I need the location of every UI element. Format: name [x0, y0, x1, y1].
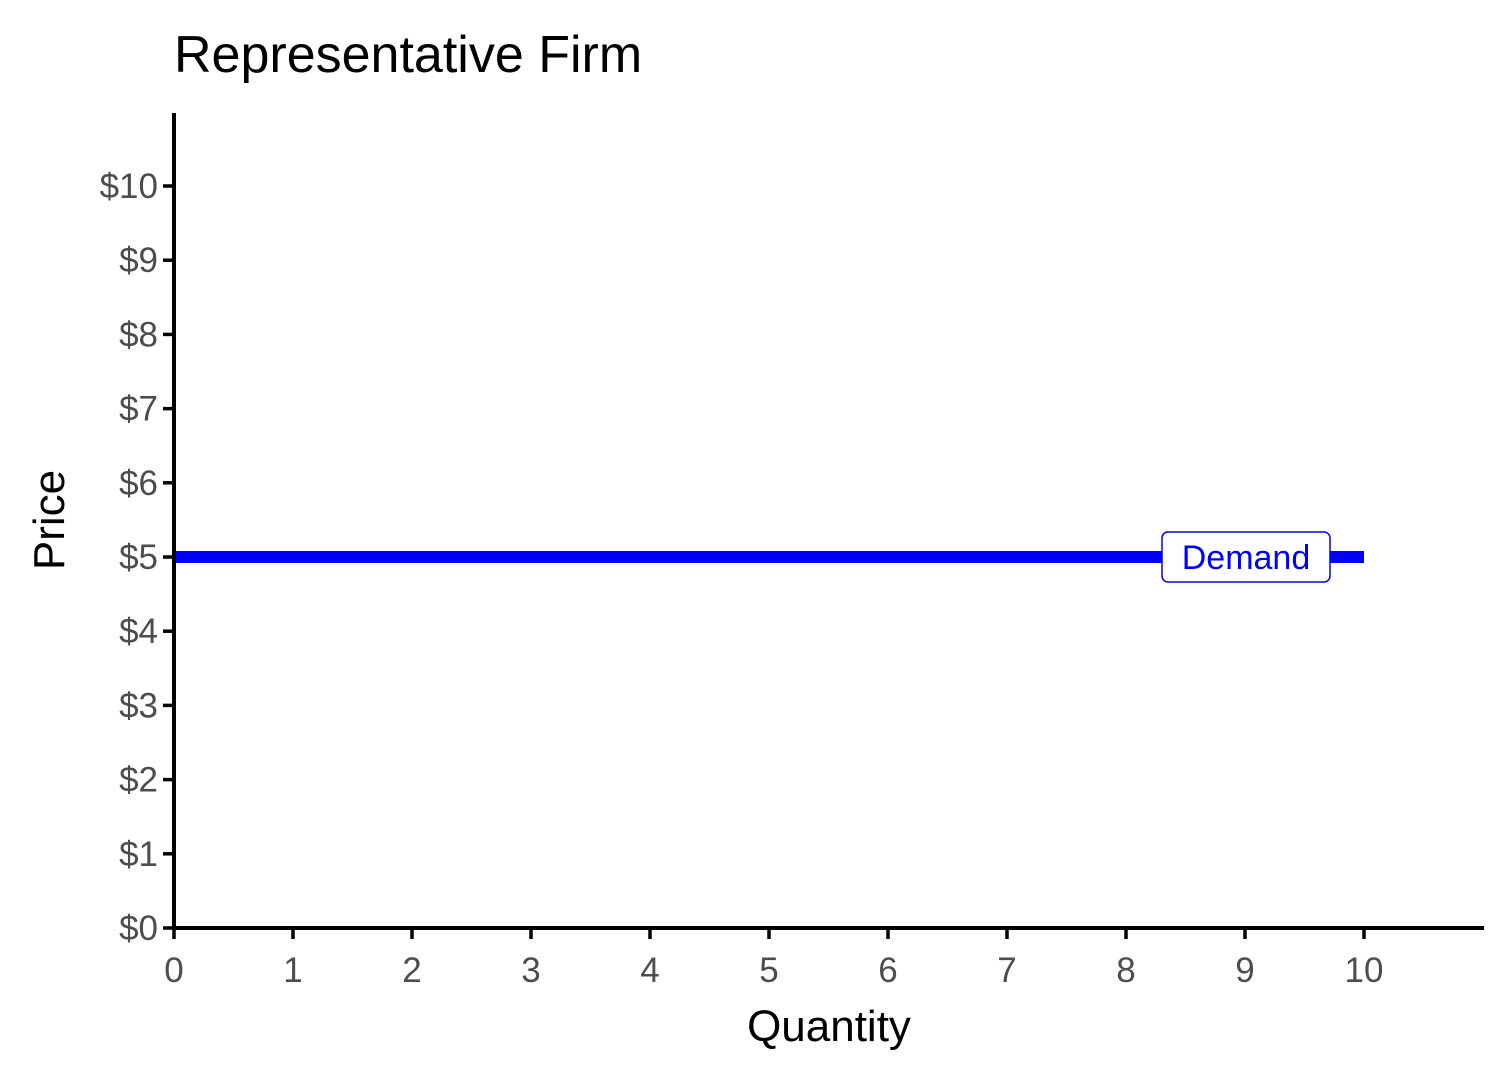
y-tick-label: $4	[119, 612, 158, 651]
x-axis-ticks: 0 1 2 3 4 5 6 7 8 9 10	[164, 928, 1383, 990]
y-tick-label: $10	[100, 167, 158, 206]
x-tick-label: 0	[164, 951, 183, 990]
y-tick-label: $6	[119, 464, 158, 503]
demand-label: Demand	[1182, 539, 1311, 577]
x-tick-label: 5	[759, 951, 778, 990]
x-tick-label: 9	[1235, 951, 1254, 990]
x-tick-label: 2	[402, 951, 421, 990]
y-axis-ticks: $0 $1 $2 $3 $4 $5 $6 $7 $8 $9 $10	[100, 167, 174, 948]
y-tick-label: $2	[119, 761, 158, 800]
x-tick-label: 6	[878, 951, 897, 990]
x-axis-title: Quantity	[747, 1002, 911, 1051]
x-tick-label: 10	[1345, 951, 1384, 990]
x-tick-label: 1	[283, 951, 302, 990]
x-tick-label: 4	[640, 951, 659, 990]
annotation-layer: Demand	[1161, 531, 1331, 583]
x-tick-label: 3	[521, 951, 540, 990]
y-tick-label: $5	[119, 538, 158, 577]
y-tick-label: $3	[119, 686, 158, 725]
y-tick-label: $1	[119, 835, 158, 874]
y-tick-label: $8	[119, 315, 158, 354]
demand-label-box	[1161, 531, 1331, 583]
y-axis-title: Price	[25, 470, 74, 570]
y-tick-label: $7	[119, 390, 158, 429]
y-tick-label: $0	[119, 909, 158, 948]
chart-title: Representative Firm	[174, 26, 642, 84]
x-tick-label: 8	[1116, 951, 1135, 990]
y-tick-label: $9	[119, 241, 158, 280]
x-tick-label: 7	[997, 951, 1016, 990]
